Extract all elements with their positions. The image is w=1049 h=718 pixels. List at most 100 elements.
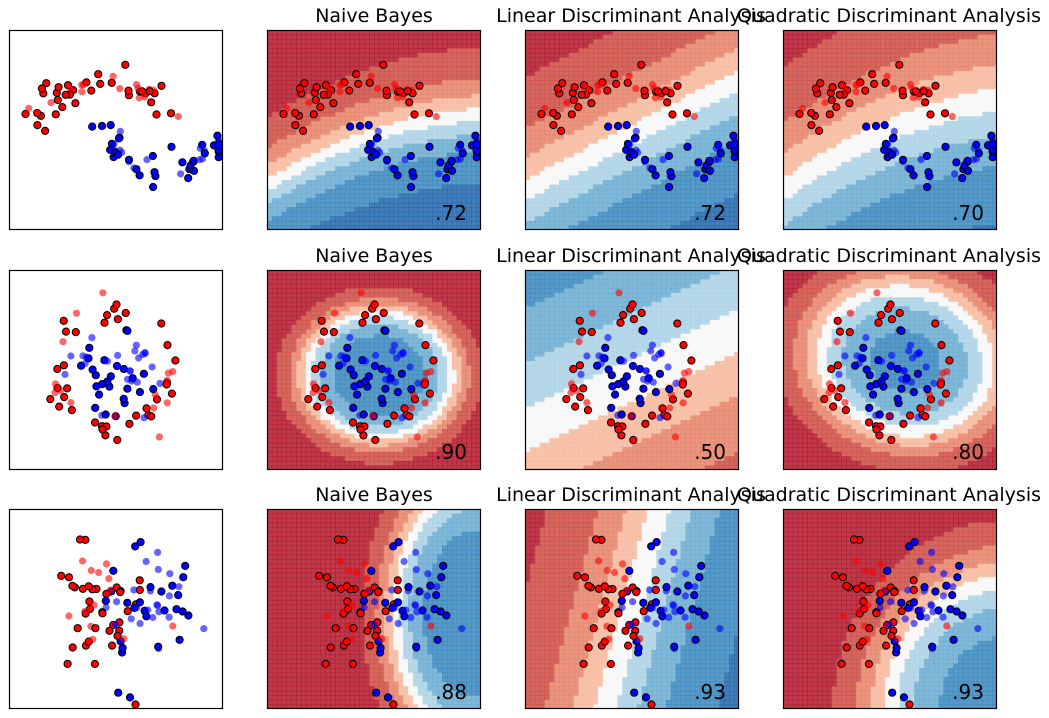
- surface-cell: [325, 75, 331, 81]
- surface-cell: [305, 48, 312, 54]
- surface-cell: [310, 216, 317, 222]
- surface-cell: [276, 202, 283, 208]
- surface-cell: [627, 84, 633, 90]
- surface-cell: [412, 202, 419, 208]
- surface-cell: [641, 102, 648, 108]
- surface-cell: [826, 107, 833, 113]
- surface-cell: [792, 134, 799, 140]
- surface-cell: [724, 152, 730, 158]
- surface-cell: [349, 202, 356, 208]
- surface-cell: [831, 220, 838, 227]
- surface-cell: [349, 189, 356, 195]
- surface-cell: [549, 61, 555, 67]
- surface-cell: [597, 143, 604, 149]
- data-point-blue: [189, 156, 198, 165]
- surface-cell: [851, 130, 857, 136]
- surface-cell: [267, 180, 273, 186]
- surface-cell: [398, 111, 404, 117]
- surface-cell: [554, 202, 560, 208]
- surface-cell: [466, 184, 472, 190]
- surface-cell: [821, 80, 828, 86]
- surface-cell: [398, 220, 404, 227]
- surface-cell: [544, 70, 550, 77]
- surface-cell: [330, 157, 336, 163]
- surface-cell: [563, 189, 570, 195]
- surface-cell: [529, 139, 536, 145]
- surface-cell: [349, 148, 356, 154]
- surface-cell: [632, 220, 638, 227]
- surface-cell: [583, 75, 589, 81]
- data-point-red: [135, 94, 143, 102]
- surface-cell: [476, 39, 481, 45]
- surface-cell: [709, 143, 716, 149]
- surface-cell: [826, 39, 833, 45]
- surface-cell: [354, 152, 361, 158]
- surface-cell: [826, 143, 833, 149]
- surface-cell: [534, 207, 541, 213]
- surface-cell: [437, 198, 443, 204]
- surface-cell: [369, 66, 375, 72]
- surface-cell: [349, 57, 356, 63]
- surface-cell: [729, 93, 735, 99]
- surface-cell: [583, 202, 589, 208]
- surface-cell: [573, 111, 580, 117]
- surface-cell: [622, 70, 628, 77]
- surface-cell: [296, 211, 302, 217]
- surface-cell: [724, 211, 730, 217]
- surface-cell: [412, 207, 419, 213]
- surface-cell: [695, 125, 701, 131]
- surface-cell: [787, 139, 794, 145]
- data-point-blue: [97, 121, 107, 131]
- surface-cell: [583, 170, 589, 177]
- surface-cell: [344, 66, 351, 72]
- surface-cell: [646, 157, 653, 163]
- surface-cell: [456, 175, 463, 181]
- surface-cell: [792, 130, 799, 136]
- surface-cell: [403, 125, 409, 131]
- surface-cell: [559, 170, 565, 177]
- data-point-blue: [149, 182, 158, 192]
- surface-cell: [417, 107, 424, 113]
- surface-cell: [588, 170, 594, 177]
- surface-cell: [593, 130, 599, 136]
- data-point-blue: [665, 182, 674, 192]
- surface-cell: [865, 207, 872, 213]
- surface-cell: [597, 180, 604, 186]
- surface-cell: [641, 170, 648, 177]
- surface-cell: [714, 107, 721, 113]
- surface-cell: [315, 193, 322, 199]
- surface-cell: [529, 116, 536, 122]
- surface-cell: [412, 57, 419, 63]
- surface-cell: [525, 89, 531, 95]
- surface-cell: [296, 75, 302, 81]
- surface-cell: [704, 130, 711, 136]
- surface-cell: [417, 89, 424, 95]
- surface-cell: [374, 34, 380, 40]
- surface-cell: [291, 157, 297, 163]
- surface-cell: [714, 220, 721, 227]
- surface-cell: [685, 134, 691, 140]
- surface-cell: [393, 43, 399, 49]
- surface-cell: [393, 61, 399, 67]
- surface-cell: [476, 120, 481, 127]
- surface-cell: [549, 193, 555, 199]
- surface-cell: [841, 34, 847, 40]
- surface-cell: [817, 220, 823, 227]
- surface-cell: [627, 34, 633, 40]
- surface-cell: [807, 70, 813, 77]
- surface-cell: [700, 52, 706, 58]
- surface-cell: [286, 75, 292, 81]
- surface-cell: [427, 116, 433, 122]
- surface-cell: [704, 116, 711, 122]
- surface-cell: [451, 175, 458, 181]
- surface-cell: [359, 193, 365, 199]
- surface-cell: [632, 161, 638, 167]
- surface-cell: [271, 116, 278, 122]
- data-point-red: [279, 109, 288, 119]
- surface-cell: [690, 180, 696, 186]
- surface-cell: [787, 93, 794, 99]
- surface-cell: [714, 170, 721, 177]
- surface-cell: [276, 125, 283, 131]
- surface-cell: [446, 189, 453, 195]
- surface-cell: [554, 152, 560, 158]
